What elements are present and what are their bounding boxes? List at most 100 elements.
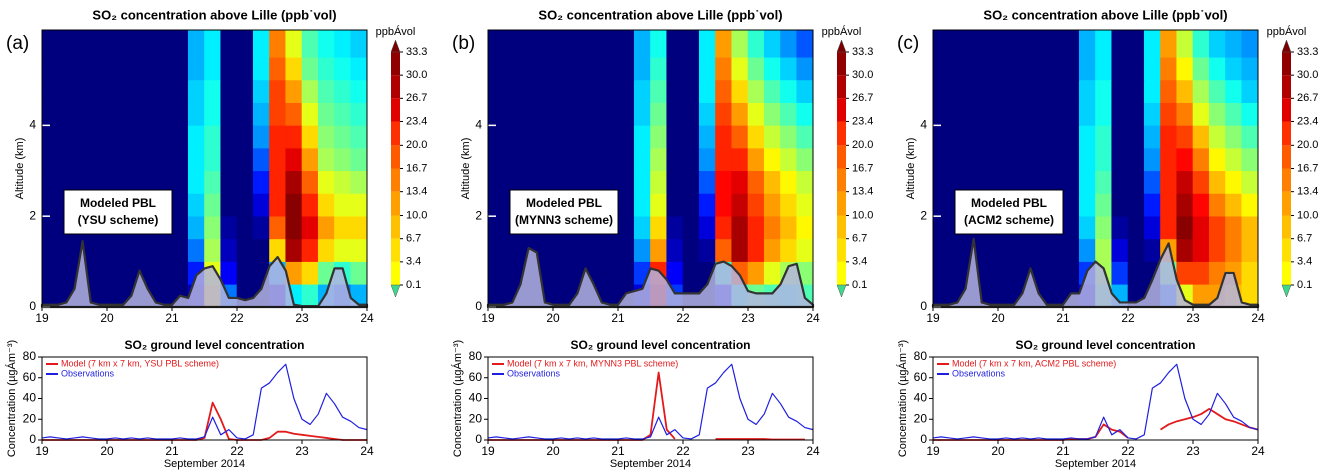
heat-cell (1095, 170, 1113, 194)
heat-cell (747, 215, 765, 240)
heat-cell (204, 170, 222, 194)
heat-cell (666, 147, 684, 172)
heat-cell (301, 79, 319, 103)
heat-cell (932, 147, 1080, 172)
heat-cell (796, 193, 814, 217)
heat-cell (1176, 79, 1194, 103)
heat-cell (1127, 125, 1145, 149)
heat-cell (204, 102, 222, 126)
heat-cell (682, 170, 700, 194)
heat-cell (1078, 79, 1096, 103)
heat-cell (285, 29, 303, 58)
colorbar-tick-label: 3.4 (852, 256, 867, 268)
heat-cell (1176, 170, 1194, 194)
heat-cell (317, 125, 335, 149)
heat-cell (731, 56, 749, 81)
heat-cell (715, 147, 733, 172)
panel-label: (a) (6, 33, 29, 54)
heat-cell (334, 147, 352, 172)
y-tick-label: 80 (914, 349, 928, 363)
heat-cell (1192, 125, 1210, 149)
heat-cell (1160, 147, 1178, 172)
x-tick-label: 19 (481, 444, 495, 458)
y-tick-label: 0 (29, 299, 36, 313)
heat-cell (220, 261, 238, 285)
heat-cell (334, 29, 352, 58)
heat-cell (487, 125, 635, 149)
heat-cell (204, 125, 222, 149)
heat-cell (1208, 29, 1226, 58)
heat-cell (220, 102, 238, 126)
y-tick-label: 40 (914, 391, 928, 405)
heat-cell (1127, 193, 1145, 217)
heat-cell (780, 215, 798, 240)
heat-cell (285, 125, 303, 149)
y-axis-label: Concentration (µgÁm⁻³) (451, 340, 464, 457)
x-tick-label: 22 (230, 311, 244, 325)
heat-cell (236, 29, 254, 58)
heat-cell (1127, 238, 1145, 262)
heat-cell (269, 56, 287, 81)
colorbar-tick-label: 13.4 (1297, 186, 1318, 198)
heat-cell (236, 170, 254, 194)
heat-cell (1208, 147, 1226, 172)
heat-cell (731, 215, 749, 240)
colorbar-segment (391, 145, 400, 169)
colorbar-tick-label: 20.0 (1297, 139, 1318, 151)
colorbar-segment (1282, 75, 1291, 99)
colorbar-under (390, 284, 401, 298)
heat-cell (796, 238, 814, 262)
heat-cell (763, 79, 781, 103)
heat-cell (650, 79, 668, 103)
heat-cell (301, 56, 319, 81)
heat-cell (220, 56, 238, 81)
heat-cell (796, 56, 814, 81)
heat-cell (301, 125, 319, 149)
heat-cell (252, 56, 270, 81)
heat-cell (1176, 193, 1194, 217)
heat-cell (715, 170, 733, 194)
heat-cell (666, 238, 684, 262)
heat-cell (780, 238, 798, 262)
heat-cell (1143, 102, 1161, 126)
heat-cell (187, 193, 205, 217)
x-tick-label: 24 (806, 311, 820, 325)
heat-cell (682, 125, 700, 149)
heat-cell (187, 79, 205, 103)
heat-cell (780, 147, 798, 172)
heat-cell (236, 215, 254, 240)
heat-cell (41, 102, 189, 126)
heat-cell (633, 79, 651, 103)
heat-cell (780, 79, 798, 103)
legend-label: Model (7 km x 7 km, ACM2 PBL scheme) (952, 358, 1116, 368)
heat-cell (650, 170, 668, 194)
heat-cell (698, 102, 716, 126)
heat-cell (633, 170, 651, 194)
x-tick-label: 23 (295, 311, 309, 325)
heat-cell (747, 261, 765, 285)
heat-cell (269, 147, 287, 172)
x-tick-label: 20 (546, 311, 560, 325)
x-tick-label: 20 (100, 444, 114, 458)
heat-cell (285, 193, 303, 217)
heat-cell (1192, 79, 1210, 103)
heat-cell (1160, 170, 1178, 194)
heat-cell (252, 147, 270, 172)
heat-cell (1160, 79, 1178, 103)
heat-cell (780, 125, 798, 149)
y-tick-label: 4 (29, 118, 36, 132)
heat-cell (1143, 170, 1161, 194)
series-line (41, 363, 368, 440)
heat-cell (334, 125, 352, 149)
heat-cell (715, 193, 733, 217)
heat-cell (252, 215, 270, 240)
heat-cell (747, 238, 765, 262)
heat-cell (698, 56, 716, 81)
heat-cell (650, 238, 668, 262)
heat-cell (204, 147, 222, 172)
heat-cell (796, 125, 814, 149)
heat-cell (204, 79, 222, 103)
heat-cell (317, 102, 335, 126)
heat-cell (1160, 102, 1178, 126)
heat-cell (1160, 29, 1178, 58)
